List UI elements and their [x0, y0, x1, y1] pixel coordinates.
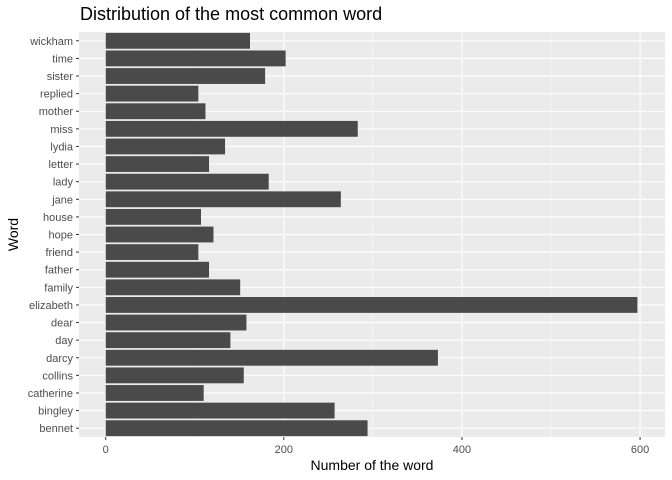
bar-catherine	[105, 385, 204, 401]
bar-day	[105, 332, 231, 349]
y-tick-label: sister	[47, 71, 74, 83]
x-tick-label: 600	[631, 444, 649, 456]
bar-father	[105, 261, 210, 278]
y-tick-label: catherine	[28, 388, 73, 400]
y-tick-label: collins	[42, 370, 73, 382]
y-tick-label: bennet	[39, 423, 73, 435]
bar-replied	[105, 85, 199, 102]
y-tick-label: friend	[45, 247, 73, 259]
y-tick-label: wickham	[29, 36, 73, 48]
y-tick-label: darcy	[46, 353, 73, 365]
bar-bennet	[105, 420, 368, 437]
y-tick-label: father	[45, 265, 73, 277]
y-tick-label: lydia	[50, 141, 74, 153]
y-axis-title: Word	[5, 218, 21, 251]
bar-lady	[105, 173, 269, 190]
y-tick-label: house	[43, 212, 73, 224]
bars	[105, 32, 638, 437]
y-tick-label: mother	[39, 106, 74, 118]
y-tick-label: elizabeth	[29, 300, 73, 312]
y-tick-label: time	[52, 53, 73, 65]
y-tick-label: replied	[40, 89, 73, 101]
bar-wickham	[105, 32, 250, 49]
y-tick-label: lady	[53, 177, 74, 189]
x-tick-label: 200	[275, 444, 293, 456]
x-tick-label: 400	[453, 444, 471, 456]
bar-jane	[105, 191, 341, 208]
bar-hope	[105, 226, 214, 243]
y-tick-label: jane	[51, 194, 73, 206]
bar-family	[105, 279, 241, 296]
y-tick-label: family	[44, 282, 73, 294]
bar-friend	[105, 244, 199, 261]
bar-collins	[105, 367, 244, 384]
y-tick-label: day	[55, 335, 73, 347]
x-axis-ticks: 0 200 400 600	[103, 437, 649, 456]
bar-mother	[105, 103, 206, 120]
bar-lydia	[105, 138, 226, 155]
bar-elizabeth	[105, 297, 638, 313]
y-tick-label: bingley	[38, 406, 73, 418]
bar-bingley	[105, 402, 335, 419]
x-axis-title: Number of the word	[311, 457, 434, 473]
y-axis-ticks: bennet bingley catherine collins darcy day dea…	[28, 36, 79, 435]
bar-time	[105, 50, 286, 67]
bar-miss	[105, 120, 358, 137]
y-tick-label: dear	[51, 318, 73, 330]
y-tick-label: miss	[50, 124, 73, 136]
y-tick-label: hope	[49, 230, 73, 242]
bar-letter	[105, 156, 210, 172]
y-tick-label: letter	[49, 159, 74, 171]
bar-dear	[105, 314, 247, 331]
bar-darcy	[105, 349, 438, 366]
x-tick-label: 0	[103, 444, 109, 456]
bar-house	[105, 208, 202, 225]
bar-sister	[105, 68, 266, 84]
chart-title: Distribution of the most common word	[80, 4, 383, 24]
